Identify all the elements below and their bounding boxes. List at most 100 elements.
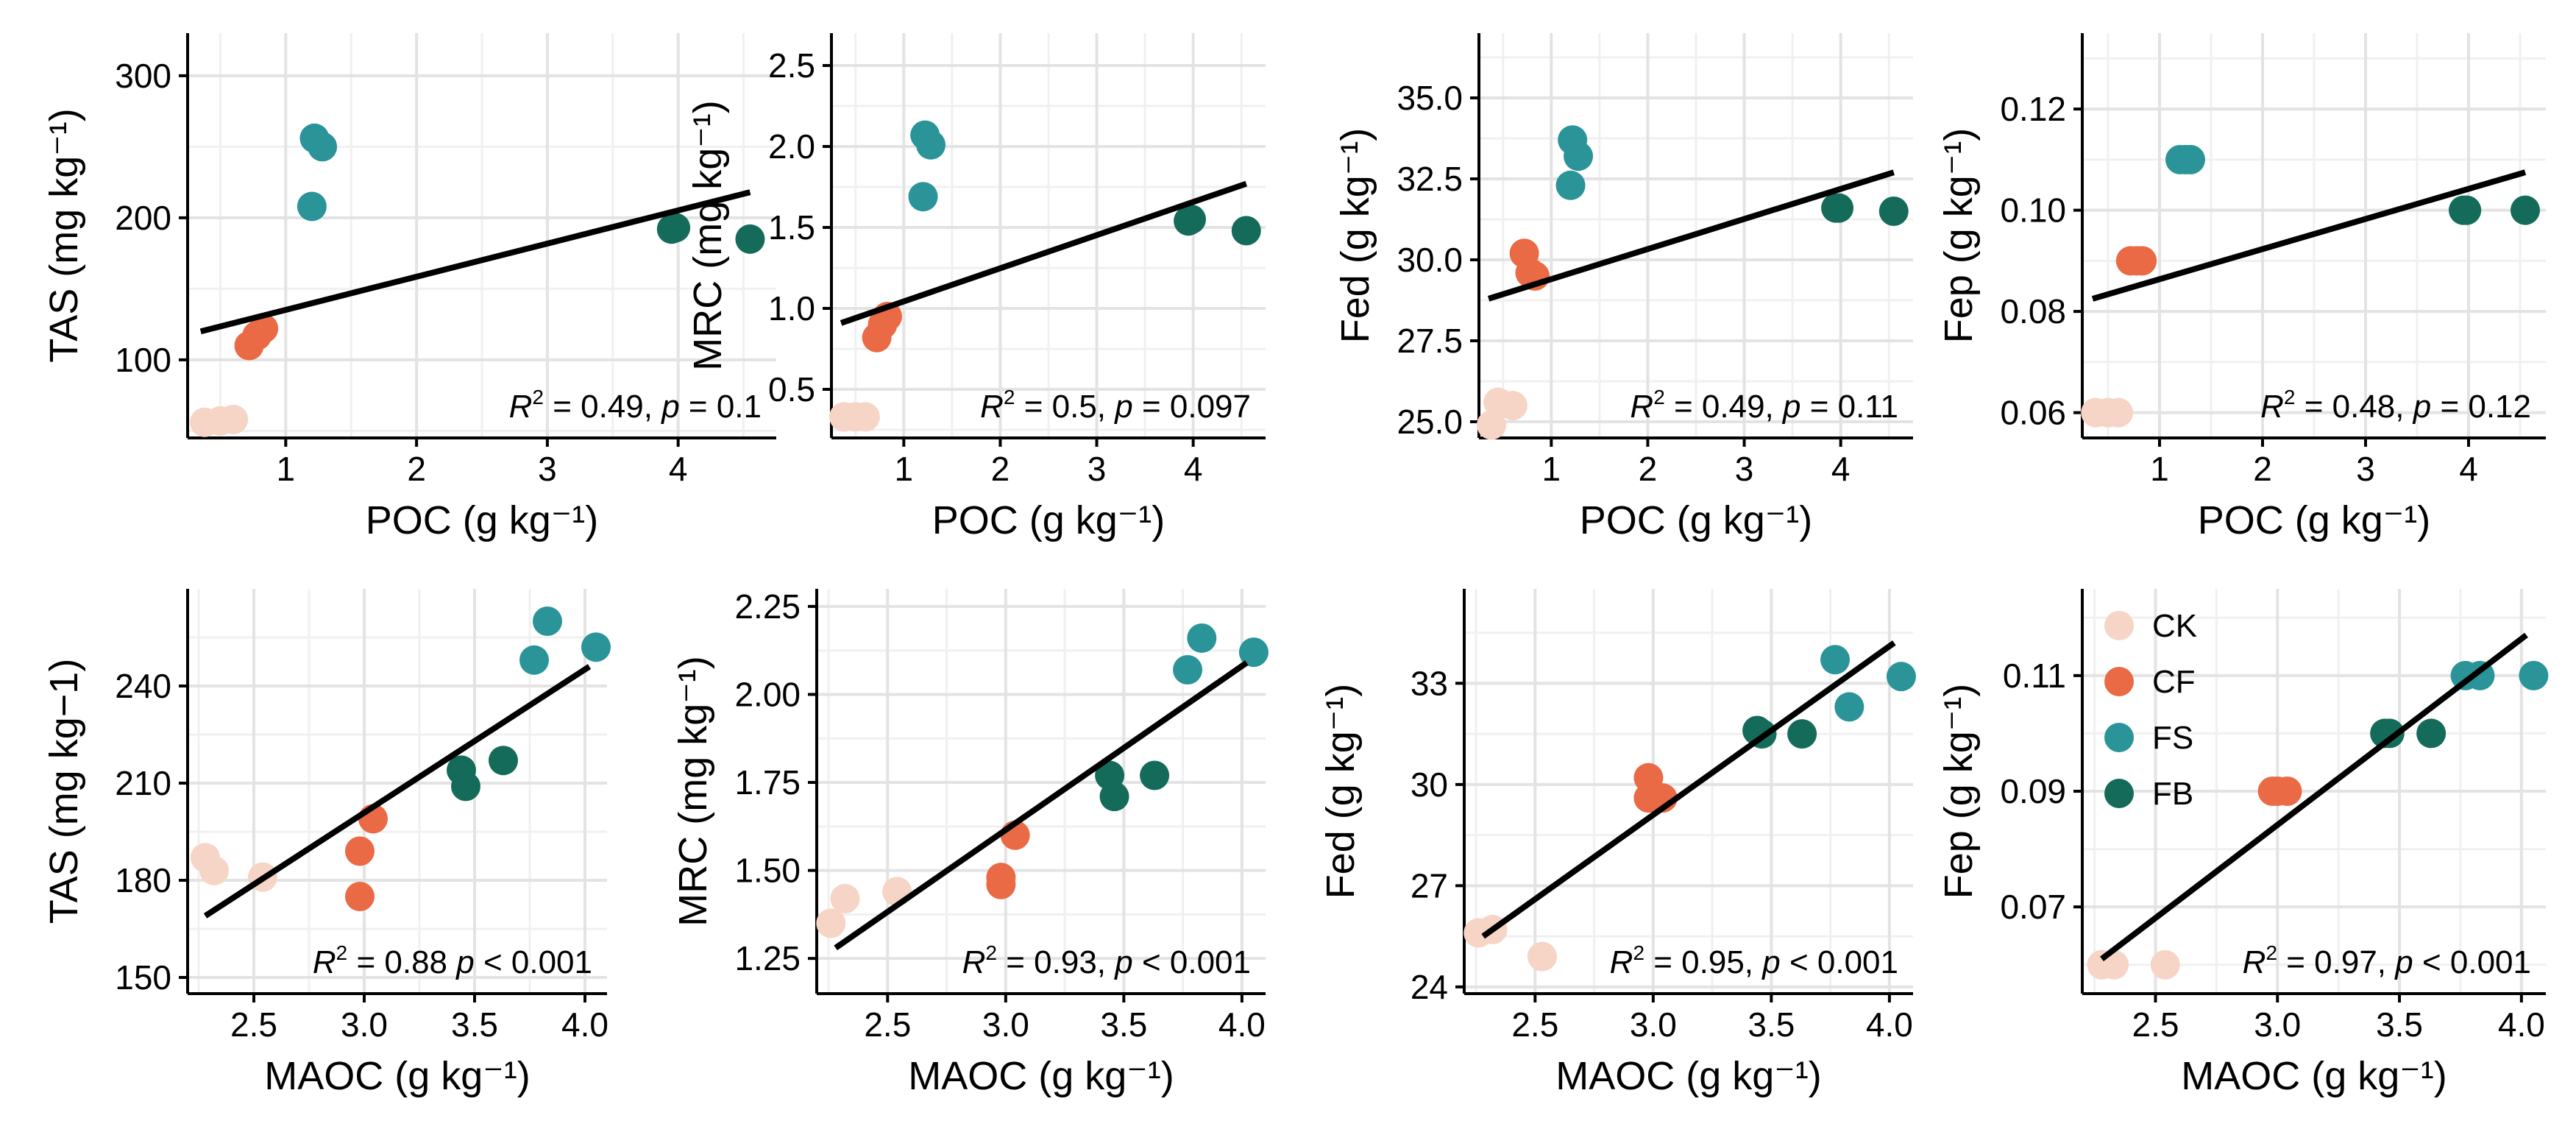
legend-marker-FS [2104,723,2134,752]
data-point-FS [1173,655,1203,685]
fit-annotation: R2 = 0.48, p = 0.12 [2260,386,2531,425]
data-point-FS [2519,660,2549,690]
data-point-FB [2452,195,2482,225]
y-axis-title: TAS (mg kg−1) [42,659,86,924]
x-tick-label: 1 [2150,450,2169,488]
data-point-CK [1477,410,1507,440]
data-point-FB [1824,193,1854,223]
x-tick-label: 1 [1542,450,1561,488]
data-point-FB [2374,718,2405,749]
data-point-CK [199,855,229,885]
data-point-FB [735,224,765,254]
y-axis-title: Fed (g kg⁻¹) [1319,684,1363,899]
y-axis-title: TAS (mg kg⁻¹) [42,108,86,363]
data-point-FS [916,130,946,160]
x-tick-label: 4.0 [1866,1005,1913,1044]
fit-annotation: R2 = 0.95, p < 0.001 [1610,941,1898,980]
data-point-FS [1187,623,1217,653]
y-tick-label: 300 [115,57,171,95]
data-point-FS [1238,637,1269,668]
y-tick-label: 33 [1411,664,1448,702]
x-tick-label: 4.0 [561,1005,608,1044]
x-tick-label: 3 [1087,450,1107,488]
y-tick-label: 30.0 [1397,241,1463,279]
data-point-CF [2127,246,2157,276]
y-tick-label: 1.0 [768,289,815,328]
y-tick-label: 25.0 [1397,403,1463,441]
data-point-FS [908,182,938,212]
data-point-FS [1564,141,1594,171]
data-point-FS [1555,170,1586,200]
x-tick-label: 2.5 [864,1005,911,1044]
panel-2: 1 2 3 4 0.5 1.0 1.5 2.0 2.5 POC (g kg⁻¹) MRC (mg k… [686,33,1266,542]
data-point-CF [345,836,375,866]
x-tick-label: 4.0 [2498,1005,2545,1044]
data-point-FB [451,771,480,802]
y-tick-label: 210 [115,764,171,802]
y-axis-title: Fep (g kg⁻¹) [1937,684,1981,899]
data-point-FS [1820,645,1851,675]
data-point-CK [1527,941,1557,972]
y-tick-label: 0.11 [2003,657,2066,695]
data-point-FS [2176,144,2205,174]
y-tick-label: 0.5 [768,370,815,408]
y-tick-label: 0.10 [2000,191,2066,230]
x-tick-label: 2 [1639,450,1658,488]
data-point-FS [297,191,327,222]
x-axis-title: POC (g kg⁻¹) [366,498,599,542]
x-tick-label: 3.0 [2254,1005,2301,1044]
y-tick-label: 0.12 [2000,90,2066,128]
data-point-FB [1787,719,1817,749]
x-tick-label: 3.0 [982,1005,1029,1044]
data-point-FS [1834,692,1864,722]
legend-label-FS: FS [2152,720,2193,756]
fit-annotation: R2 = 0.5, p = 0.097 [980,386,1251,425]
x-tick-label: 4.0 [1218,1005,1266,1044]
fit-annotation: R2 = 0.49, p = 0.1 [509,386,762,425]
data-point-FS [308,132,338,162]
data-point-CK [2150,949,2180,980]
y-tick-label: 2.5 [768,46,815,85]
y-tick-label: 24 [1411,968,1448,1006]
x-tick-label: 1 [895,450,914,488]
legend-marker-CK [2104,611,2134,640]
y-tick-label: 200 [115,199,171,237]
x-tick-label: 1 [277,450,296,488]
y-tick-label: 0.06 [2000,394,2066,432]
y-tick-label: 2.25 [734,587,801,626]
y-tick-label: 100 [115,341,171,379]
x-tick-label: 3.0 [341,1005,388,1044]
x-tick-label: 2.5 [230,1005,277,1044]
y-axis-title: Fed (g kg⁻¹) [1333,128,1377,344]
y-tick-label: 240 [115,667,171,705]
data-point-FB [1177,205,1207,234]
data-point-CK [850,402,880,432]
y-tick-label: 27 [1411,866,1448,905]
data-point-CF [986,863,1016,893]
panel-4: 1 2 3 4 0.06 0.08 0.10 0.12 POC (g kg⁻¹) Fep (g k… [1937,33,2546,542]
regression-line [203,664,592,919]
x-tick-label: 3.5 [2376,1005,2423,1044]
panel-7: 2.5 3.0 3.5 4.0 24 27 30 33 MAOC (g kg⁻¹) Fed (g … [1319,589,1916,1098]
data-point-FS [533,606,562,636]
regression-line [1481,640,1896,939]
y-tick-label: 1.5 [768,208,815,247]
y-axis-title: Fep (g kg⁻¹) [1937,128,1981,344]
x-tick-label: 2.5 [2132,1005,2179,1044]
y-tick-label: 1.75 [734,763,801,802]
y-axis-title: MRC (mg kg⁻¹) [686,100,730,370]
fit-annotation: R2 = 0.49, p = 0.11 [1630,386,1898,425]
x-tick-label: 2.5 [1511,1005,1558,1044]
x-tick-label: 3 [538,450,557,488]
panel-8: 2.5 3.0 3.5 4.0 0.07 0.09 0.11 MAOC (g kg⁻¹) Fep… [1937,589,2549,1098]
x-tick-label: 4 [669,450,688,488]
fit-annotation: R2 = 0.93, p < 0.001 [962,941,1251,980]
x-tick-label: 2 [991,450,1010,488]
legend-label-FB: FB [2152,776,2193,812]
data-point-FS [1886,662,1916,692]
data-point-CF [345,882,375,911]
legend-label-CK: CK [2152,608,2197,644]
x-axis-title: MAOC (g kg⁻¹) [2181,1054,2447,1098]
x-tick-label: 3.5 [451,1005,498,1044]
